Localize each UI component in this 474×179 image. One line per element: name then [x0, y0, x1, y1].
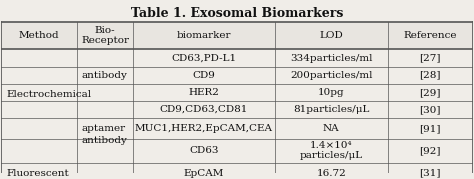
Text: CD9,CD63,CD81: CD9,CD63,CD81 [160, 105, 248, 114]
Text: NA: NA [323, 124, 339, 133]
Text: Table 1. Exosomal Biomarkers: Table 1. Exosomal Biomarkers [131, 7, 343, 20]
Text: [27]: [27] [419, 54, 441, 62]
Text: [30]: [30] [419, 105, 441, 114]
Text: MUC1,HER2,EpCAM,CEA: MUC1,HER2,EpCAM,CEA [135, 124, 273, 133]
Text: EpCAM: EpCAM [184, 169, 224, 178]
Bar [1, 22, 473, 49]
Text: Bio-
Receptor: Bio- Receptor [81, 26, 129, 45]
Text: 334particles/ml: 334particles/ml [290, 54, 373, 62]
Text: 16.72: 16.72 [316, 169, 346, 178]
Text: CD9: CD9 [192, 71, 216, 80]
Text: Reference: Reference [403, 31, 457, 40]
Text: CD63: CD63 [189, 146, 219, 155]
Text: LOD: LOD [319, 31, 343, 40]
Text: Electrochemical: Electrochemical [6, 90, 91, 99]
Text: biomarker: biomarker [177, 31, 231, 40]
Text: 1.4×10⁴
particles/μL: 1.4×10⁴ particles/μL [300, 141, 363, 161]
Text: 200particles/ml: 200particles/ml [290, 71, 373, 80]
Text: CD63,PD-L1: CD63,PD-L1 [172, 54, 237, 62]
Text: Method: Method [19, 31, 59, 40]
Text: aptamer: aptamer [82, 124, 126, 133]
Text: 81particles/μL: 81particles/μL [293, 105, 369, 114]
Text: [31]: [31] [419, 169, 441, 178]
Text: [29]: [29] [419, 88, 441, 97]
Text: antibody: antibody [82, 136, 128, 145]
Text: Fluorescent: Fluorescent [6, 169, 69, 178]
Text: 10pg: 10pg [318, 88, 345, 97]
Text: [92]: [92] [419, 146, 441, 155]
Text: [91]: [91] [419, 124, 441, 133]
Text: [28]: [28] [419, 71, 441, 80]
Text: antibody: antibody [82, 71, 128, 80]
Text: HER2: HER2 [189, 88, 219, 97]
